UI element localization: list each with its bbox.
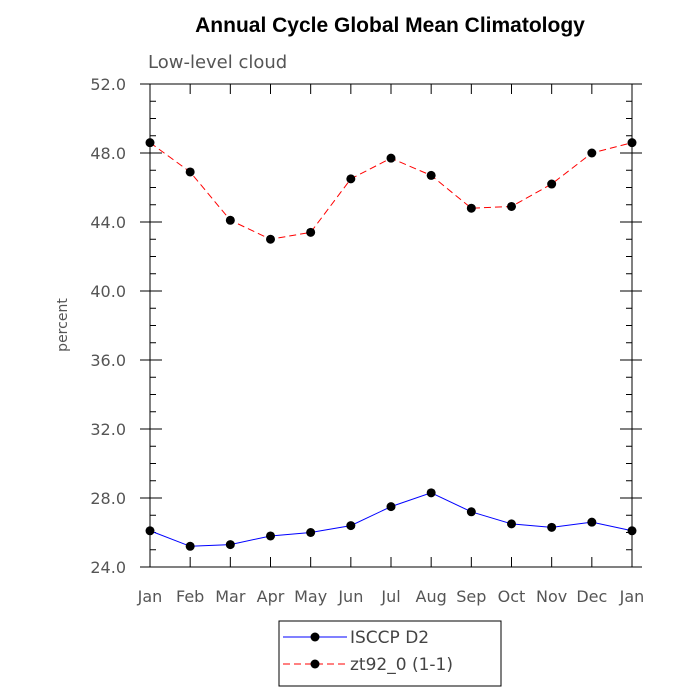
data-point xyxy=(185,541,195,551)
x-tick-label: Jan xyxy=(137,587,163,606)
y-tick-label: 32.0 xyxy=(90,420,126,439)
data-point xyxy=(507,201,516,211)
x-tick-label: Nov xyxy=(536,587,567,606)
data-point xyxy=(386,153,396,163)
legend-label: ISCCP D2 xyxy=(350,628,429,648)
series-line xyxy=(149,492,633,547)
x-tick-label: May xyxy=(294,587,327,606)
y-tick-label: 52.0 xyxy=(90,75,126,94)
y-axis-label: percent xyxy=(55,298,71,352)
data-point xyxy=(547,179,557,189)
x-tick-label: Apr xyxy=(257,587,285,606)
y-tick-label: 48.0 xyxy=(90,144,126,163)
data-point xyxy=(225,215,235,225)
data-point xyxy=(426,488,436,498)
data-point xyxy=(587,517,597,527)
data-point xyxy=(547,522,557,532)
x-tick-label: Sep xyxy=(456,587,486,606)
series-layer xyxy=(145,138,637,551)
y-tick-label: 28.0 xyxy=(90,489,126,508)
data-point xyxy=(426,170,436,180)
legend-label: zt92_0 (1-1) xyxy=(350,655,453,675)
data-point xyxy=(346,174,356,184)
x-tick-label: Jan xyxy=(619,587,645,606)
data-point xyxy=(386,502,396,512)
data-point xyxy=(185,167,195,177)
legend: ISCCP D2 zt92_0 (1-1) xyxy=(278,620,502,687)
x-tick-label: Oct xyxy=(498,587,526,606)
x-tick-label: Jul xyxy=(380,587,400,606)
data-point xyxy=(346,521,356,531)
x-tick-label: Aug xyxy=(416,587,447,606)
x-tick-label: Mar xyxy=(215,587,246,606)
data-point xyxy=(627,138,637,148)
data-point xyxy=(587,148,597,158)
data-point xyxy=(306,528,316,537)
x-tick-label: Jun xyxy=(337,587,363,606)
y-tick-label: 36.0 xyxy=(90,351,126,370)
data-point xyxy=(507,519,516,529)
x-tick-label: Dec xyxy=(576,587,607,606)
data-point xyxy=(266,531,275,541)
x-tick-label: Feb xyxy=(176,587,204,606)
data-point xyxy=(145,526,155,536)
y-tick-label: 44.0 xyxy=(90,213,126,232)
data-point xyxy=(466,507,476,517)
chart-title: Annual Cycle Global Mean Climatology xyxy=(195,14,585,37)
data-point xyxy=(266,234,275,244)
legend-marker xyxy=(310,632,320,642)
axes: Jan Feb Mar Apr May Jun Jul Aug Sep Oct Nov Dec Jan 2… xyxy=(90,75,644,606)
legend-marker xyxy=(310,659,320,669)
legend-box xyxy=(278,620,502,687)
data-point xyxy=(225,540,235,550)
data-point xyxy=(627,526,637,536)
data-point xyxy=(145,138,155,148)
data-point xyxy=(306,227,316,237)
y-tick-label: 24.0 xyxy=(90,558,126,577)
y-tick-label: 40.0 xyxy=(90,282,126,301)
chart-subtitle: Low-level cloud xyxy=(148,52,287,73)
data-point xyxy=(466,203,476,213)
